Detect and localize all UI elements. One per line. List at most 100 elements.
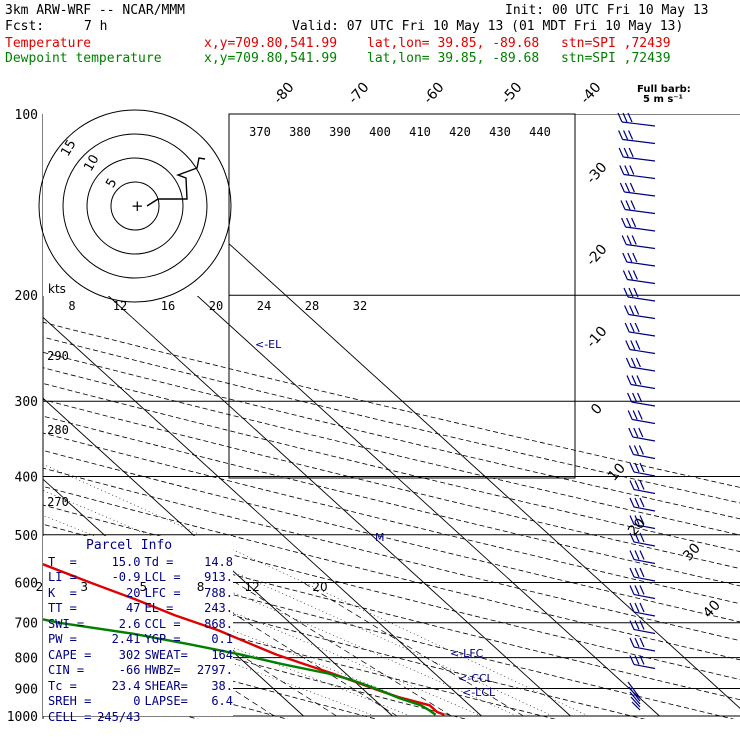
- parcel-info-value: 788.: [204, 585, 233, 600]
- hodograph-speed-tick: 20: [209, 299, 223, 313]
- wind-barb-flag: [632, 270, 638, 280]
- wind-barb: [633, 663, 656, 670]
- mixing-ratio-label: 12: [244, 580, 259, 594]
- parcel-info-value: 868.: [204, 616, 233, 631]
- wind-barb-flag: [621, 217, 627, 228]
- parcel-info-value: [196, 710, 233, 726]
- wind-barb: [621, 121, 656, 127]
- parcel-info-value: 164: [211, 647, 233, 662]
- wind-barb-flag: [629, 165, 635, 175]
- wind-barb-flag: [622, 270, 628, 280]
- dry-adiabat-line: [43, 336, 740, 504]
- dewpoint-latlon: lat,lon= 39.85, -89.68: [367, 51, 540, 66]
- theta-label: 390: [329, 125, 351, 139]
- theta-label: 270: [47, 495, 69, 509]
- parcel-info-value: 245/43: [97, 709, 141, 724]
- wind-barb: [633, 471, 656, 477]
- forecast-label: Fcst:: [5, 19, 45, 34]
- wind-barb-flag: [639, 515, 645, 525]
- wind-barb: [626, 243, 656, 250]
- wind-barb-flag: [625, 357, 631, 368]
- barb-legend-line1: Full barb:: [637, 84, 691, 95]
- wind-barb-flag: [634, 322, 640, 333]
- hodograph-speed-tick: 28: [305, 299, 319, 313]
- wind-barb-flag: [618, 147, 624, 158]
- hodograph-speed-tick: 32: [353, 299, 367, 313]
- isotherm-label: 0: [588, 401, 606, 418]
- theta-label: 370: [249, 125, 271, 139]
- wind-barb-flag: [629, 462, 635, 473]
- wind-barb: [632, 418, 656, 425]
- wind-barb-flag: [639, 567, 645, 578]
- hodograph-ring-label: 10: [81, 152, 102, 174]
- temperature-legend-label: Temperature: [5, 36, 92, 51]
- wind-barb-flag: [629, 550, 635, 560]
- wind-barb-flag: [619, 182, 625, 193]
- moist-adiabat-line: [43, 490, 553, 717]
- parcel-info-key: EL =: [144, 601, 174, 615]
- isotherm-line: [43, 235, 571, 717]
- wind-barb-flag: [631, 217, 637, 228]
- parcel-info-key: Tc =: [48, 678, 77, 693]
- level-marker-label: <-LFC: [450, 647, 484, 660]
- parcel-info-row: TT = 47 EL = 243.: [48, 601, 233, 617]
- parcel-info-key: SHEAR=: [144, 678, 188, 693]
- wind-barb-flag: [629, 532, 635, 543]
- parcel-info-row: SREH = 0 LAPSE= 6.4: [48, 694, 233, 710]
- wind-barb-flag: [627, 410, 633, 420]
- pressure-tick-label: 300: [15, 395, 38, 410]
- wind-barb: [631, 401, 656, 407]
- wind-barb-flag: [638, 427, 644, 438]
- parcel-info-key: SWEAT=: [144, 647, 188, 662]
- hodograph-speed-tick: 24: [257, 299, 271, 313]
- wind-barb-flag: [623, 287, 629, 298]
- wind-barb: [630, 696, 641, 708]
- wind-barb-flag: [634, 305, 640, 315]
- wind-barb-flag: [624, 305, 630, 315]
- wind-barb-flag: [637, 410, 643, 420]
- pressure-tick-label: 900: [15, 682, 38, 697]
- parcel-info-key: LCL =: [144, 570, 181, 584]
- pressure-tick-label: 200: [15, 289, 38, 304]
- mixing-ratio-line: [126, 582, 337, 717]
- pressure-tick-label: 400: [15, 470, 38, 485]
- init-time: Init: 00 UTC Fri 10 May 13: [505, 3, 709, 18]
- wind-barb-flag: [629, 480, 635, 490]
- wind-barb: [629, 331, 656, 337]
- level-marker-label: M: [375, 531, 385, 544]
- wind-barb: [633, 541, 656, 547]
- dewpoint-legend-label: Dewpoint temperature: [5, 51, 162, 66]
- wind-barb-flag: [629, 567, 635, 578]
- wind-barb: [627, 681, 641, 699]
- hodograph-ring: [110, 181, 160, 231]
- isotherm-label: 10: [605, 460, 629, 484]
- wind-barb-flag: [634, 620, 640, 630]
- wind-barb-flag: [629, 497, 635, 508]
- level-marker-label: <-CCL: [458, 672, 494, 685]
- wind-barb-flag: [634, 550, 640, 560]
- dry-adiabat-line: [43, 606, 467, 719]
- wind-barb-flag: [634, 567, 640, 578]
- wind-barb: [628, 686, 641, 702]
- isotherm-label: -80: [270, 79, 297, 107]
- wind-barb-flag: [635, 357, 641, 368]
- dewpoint-profile: [43, 618, 437, 716]
- wind-barb-flag: [630, 200, 636, 210]
- wind-barb-flag: [629, 305, 635, 315]
- isotherm-label: 20: [625, 515, 649, 539]
- wind-barb: [622, 138, 656, 145]
- level-marker-label: <-LCL: [462, 686, 496, 699]
- wind-barb-flag: [631, 235, 637, 245]
- wind-barb-flag: [632, 410, 638, 420]
- wind-barb-flag: [624, 165, 630, 175]
- parcel-info-row: CIN = -66 HWBZ= 2797.: [48, 663, 233, 679]
- hodograph-ring-label: 15: [58, 137, 79, 159]
- isotherm-label: -30: [583, 159, 610, 187]
- level-marker-label: <-EL: [255, 338, 282, 351]
- wind-barb-flag: [637, 392, 643, 403]
- mixing-ratio-line: [235, 582, 452, 717]
- wind-barb-flag: [623, 147, 629, 158]
- isotherm-label: -60: [420, 79, 447, 107]
- wind-barb-flag: [628, 287, 634, 298]
- parcel-info-row: PW = 2.41 YGP = 0.1: [48, 632, 233, 648]
